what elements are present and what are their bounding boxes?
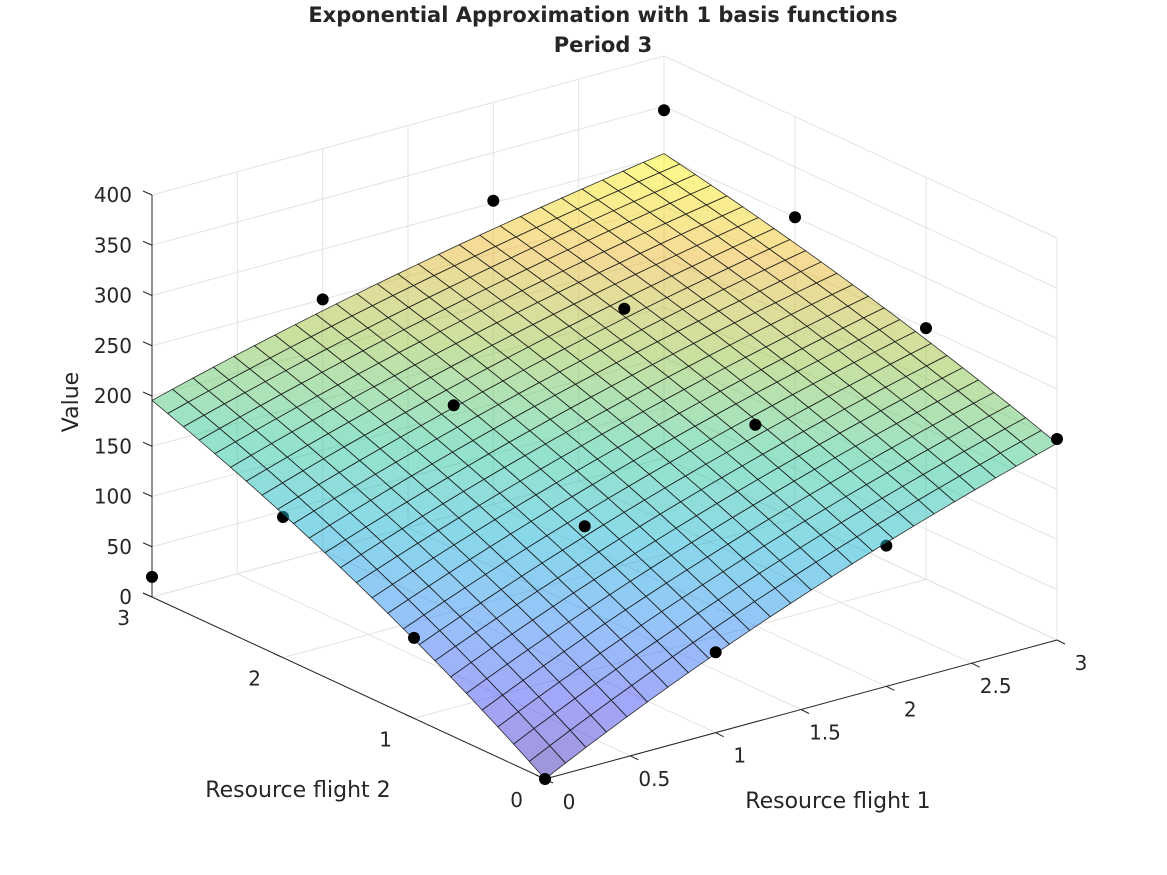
data-point [1051, 433, 1063, 445]
chart-title-line-1: Exponential Approximation with 1 basis f… [308, 3, 897, 27]
x-tick-label: 2.5 [980, 674, 1012, 698]
z-tick-label: 400 [94, 183, 132, 207]
x-tick-label: 3 [1075, 651, 1088, 675]
data-point [658, 104, 670, 117]
surface [151, 153, 1058, 780]
chart-title: Exponential Approximation with 1 basis f… [308, 3, 897, 57]
data-point [146, 570, 158, 583]
z-tick-mark [142, 291, 153, 296]
z-tick-mark [142, 391, 153, 397]
data-point [447, 399, 460, 412]
data-point [316, 293, 329, 306]
z-tick-label: 100 [94, 485, 132, 509]
grid-line [663, 156, 1058, 339]
z-tick-label: 0 [119, 585, 132, 609]
z-tick-label: 50 [107, 535, 132, 559]
y-tick-mark [273, 653, 284, 659]
data-point [618, 302, 631, 315]
data-points-above [316, 104, 1063, 785]
y-axis-line [151, 596, 546, 780]
x-tick-label: 1.5 [809, 721, 841, 745]
data-point [539, 773, 551, 785]
z-tick-label: 150 [94, 434, 132, 458]
x-tick-mark [630, 755, 639, 761]
x-tick-label: 0.5 [638, 767, 670, 791]
z-tick-mark [142, 240, 153, 246]
z-axis-label: Value [59, 372, 84, 432]
y-tick-label: 3 [117, 606, 130, 630]
tick-labels: 00.511.522.53012305010015020025030035040… [94, 183, 1088, 814]
z-tick-mark [142, 542, 153, 548]
x-axis-label: Resource flight 1 [745, 789, 930, 814]
data-point [709, 646, 722, 659]
grid-line [663, 105, 1058, 289]
y-tick-mark [404, 713, 415, 719]
data-point [487, 194, 500, 207]
x-tick-label: 0 [563, 790, 576, 814]
data-point [789, 211, 801, 224]
z-tick-label: 300 [94, 284, 132, 308]
x-tick-mark [800, 709, 810, 714]
grid-line [151, 105, 665, 246]
y-axis-label: Resource flight 2 [205, 778, 390, 803]
grid-line [151, 55, 665, 196]
chart-title-line-2: Period 3 [554, 33, 653, 57]
grid-line [663, 55, 1058, 239]
grid-line [151, 156, 665, 296]
x-tick-mark [886, 685, 895, 691]
y-tick-label: 0 [510, 788, 523, 812]
z-tick-label: 250 [94, 334, 132, 358]
data-point [920, 322, 932, 335]
y-tick-label: 1 [379, 727, 392, 751]
data-point [578, 520, 591, 533]
x-tick-mark [971, 662, 980, 668]
x-tick-label: 2 [904, 697, 917, 721]
x-tick-label: 1 [733, 744, 746, 768]
surface-patch [528, 745, 567, 780]
z-tick-mark [142, 441, 153, 447]
z-tick-mark [142, 592, 153, 598]
z-tick-label: 350 [94, 233, 132, 257]
data-point [749, 418, 762, 431]
z-tick-label: 200 [94, 384, 132, 408]
x-tick-mark [715, 732, 724, 738]
z-tick-mark [142, 492, 153, 497]
data-point [408, 631, 420, 644]
x-tick-mark [1056, 639, 1066, 645]
y-tick-label: 2 [248, 667, 261, 691]
z-tick-mark [142, 341, 153, 347]
z-tick-mark [142, 190, 153, 196]
